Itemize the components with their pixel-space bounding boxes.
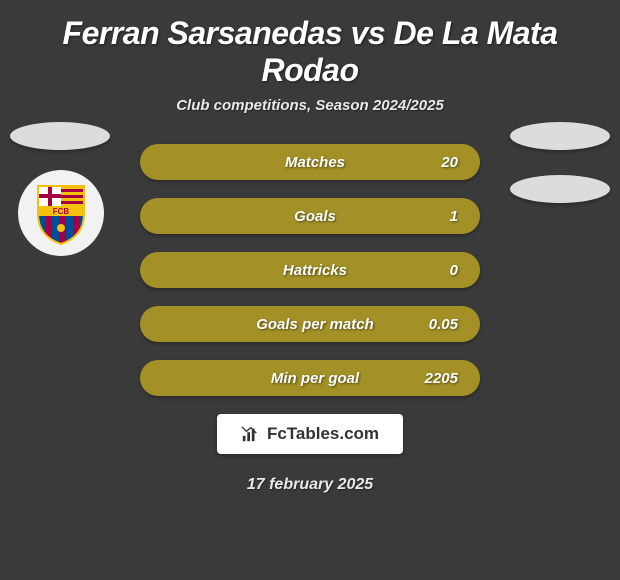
stat-row: Goals 1 <box>0 198 620 234</box>
date-label: 17 february 2025 <box>0 454 620 494</box>
stat-label: Goals per match <box>162 316 408 333</box>
stat-pill-goals: Goals 1 <box>140 198 480 234</box>
watermark-box: FcTables.com <box>217 414 403 454</box>
stat-label: Min per goal <box>162 370 408 387</box>
stat-label: Hattricks <box>162 262 408 279</box>
stat-pill-matches: Matches 20 <box>140 144 480 180</box>
stat-row: Goals per match 0.05 <box>0 306 620 342</box>
stat-value: 1 <box>408 208 458 225</box>
stats-list: Matches 20 Goals 1 Hattricks 0 Goals per… <box>0 144 620 396</box>
watermark: FcTables.com <box>0 414 620 454</box>
watermark-label: FcTables.com <box>267 424 379 444</box>
stat-pill-hattricks: Hattricks 0 <box>140 252 480 288</box>
stat-row: Min per goal 2205 <box>0 360 620 396</box>
stat-value: 0 <box>408 262 458 279</box>
stat-label: Matches <box>162 154 408 171</box>
stat-row: Matches 20 <box>0 144 620 180</box>
stat-label: Goals <box>162 208 408 225</box>
infographic-container: Ferran Sarsanedas vs De La Mata Rodao Cl… <box>0 0 620 494</box>
stat-row: Hattricks 0 <box>0 252 620 288</box>
stat-pill-min-per-goal: Min per goal 2205 <box>140 360 480 396</box>
stat-value: 0.05 <box>408 316 458 333</box>
stat-value: 2205 <box>408 370 458 387</box>
bar-chart-icon <box>241 425 259 443</box>
stat-pill-goals-per-match: Goals per match 0.05 <box>140 306 480 342</box>
page-title: Ferran Sarsanedas vs De La Mata Rodao <box>0 0 620 97</box>
stat-value: 20 <box>408 154 458 171</box>
